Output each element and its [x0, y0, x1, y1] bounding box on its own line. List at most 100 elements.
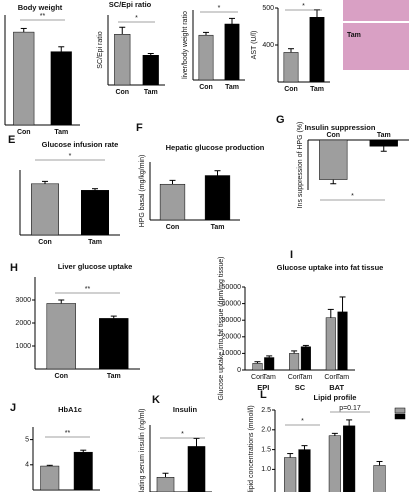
y-axis-label: Ins suppression of HPG (%) [297, 122, 304, 209]
bar [284, 457, 297, 492]
x-tick-label: Con [17, 129, 31, 136]
y-tick-label: 2.0 [261, 427, 271, 434]
y-tick-label: 10000 [222, 350, 242, 357]
bar [224, 23, 240, 81]
y-axis-label: liver/body weight ratio [182, 11, 189, 79]
error-bar [20, 27, 27, 33]
annotation: ** [85, 286, 91, 293]
error-bar [42, 180, 48, 184]
x-tick-label: EPI [257, 383, 269, 392]
error-bar [288, 48, 294, 53]
bar [73, 451, 93, 491]
annotation: * [69, 153, 72, 160]
panel-letter: H [10, 262, 18, 274]
bar [99, 318, 129, 370]
y-tick-label: 50000 [222, 284, 242, 291]
y-tick-label: 1.0 [261, 466, 271, 473]
y-tick-label: 2000 [15, 320, 31, 327]
x-tick-label: Tam [225, 84, 239, 91]
bar [156, 477, 175, 492]
error-bar [169, 179, 176, 185]
chart-title: Insulin [173, 405, 198, 414]
legend-swatch [394, 407, 406, 414]
x-tick-label: Tam [211, 224, 225, 231]
error-bar [193, 437, 200, 447]
x-tick-label: Con [54, 373, 68, 380]
annotation: * [218, 5, 221, 12]
bar [328, 435, 341, 492]
error-bar [203, 31, 209, 36]
error-bar [301, 445, 308, 450]
bar [337, 311, 348, 371]
bar [300, 346, 311, 371]
chart-title: Glucose infusion rate [42, 140, 119, 149]
x-tick-label: SC [295, 383, 306, 392]
x-tick-label: Tam [54, 129, 68, 136]
y-tick-label: 5 [25, 436, 29, 443]
y-tick-label: 20000 [222, 334, 242, 341]
error-bar [346, 419, 353, 426]
series-label: Tam [263, 374, 276, 381]
bar [13, 31, 35, 126]
y-tick-label: 1000 [15, 343, 31, 350]
histology-image [343, 0, 409, 70]
y-tick-label: 0 [237, 367, 241, 374]
bar [283, 52, 299, 83]
bar [159, 183, 186, 221]
x-tick-label: Tam [310, 86, 324, 93]
panel-letter: L [260, 389, 267, 401]
panel-letter: I [290, 249, 293, 261]
annotation: * [302, 3, 305, 10]
bar [252, 363, 263, 371]
error-bar [229, 17, 235, 24]
chart-title: Glucose uptake into fat tissue [277, 263, 384, 272]
x-tick-label: Tam [107, 373, 121, 380]
series-label: Tam [299, 374, 312, 381]
bar [264, 357, 275, 371]
bar [46, 303, 76, 370]
error-bar [380, 146, 387, 152]
chart-title: HbA1c [58, 405, 82, 414]
bar [319, 139, 348, 180]
series-label: Tam [336, 374, 349, 381]
series-label: Con [288, 374, 301, 381]
series-label: Con [251, 374, 264, 381]
error-bar [291, 350, 298, 354]
bar [289, 353, 300, 371]
series-label: Con [324, 374, 337, 381]
error-bar [58, 299, 65, 304]
panel-letter: J [10, 402, 16, 414]
bar [198, 34, 214, 81]
annotation: * [181, 431, 184, 438]
error-bar [331, 432, 338, 436]
panel-letter: K [152, 394, 160, 406]
x-tick-label: Con [199, 84, 213, 91]
annotation: ** [65, 430, 71, 437]
annotation: p=0.17 [339, 405, 361, 412]
panel-letter: G [276, 114, 285, 126]
bar [114, 34, 131, 86]
x-tick-label: Tam [377, 132, 391, 139]
error-bar [58, 46, 65, 52]
error-bar [376, 460, 383, 466]
x-tick-label: Con [326, 132, 340, 139]
chart-title: Liver glucose uptake [58, 262, 133, 271]
bar [369, 139, 398, 147]
error-bar [46, 464, 53, 467]
y-axis-label: serum lipid concentrations (mmol/l) [248, 405, 255, 492]
bar [373, 465, 386, 492]
bar [343, 425, 356, 492]
x-tick-label: Tam [144, 89, 158, 96]
y-axis-label: HPG basal (mg/kg/min) [139, 155, 146, 228]
annotation: * [351, 193, 354, 200]
annotation: * [301, 418, 304, 425]
y-tick-label: 40000 [222, 300, 242, 307]
error-bar [162, 472, 169, 478]
error-bar [92, 188, 98, 191]
bar [187, 446, 206, 492]
x-tick-label: Con [284, 86, 298, 93]
bar [142, 55, 159, 86]
error-bar [330, 179, 337, 185]
y-tick-label: 1.5 [261, 446, 271, 453]
